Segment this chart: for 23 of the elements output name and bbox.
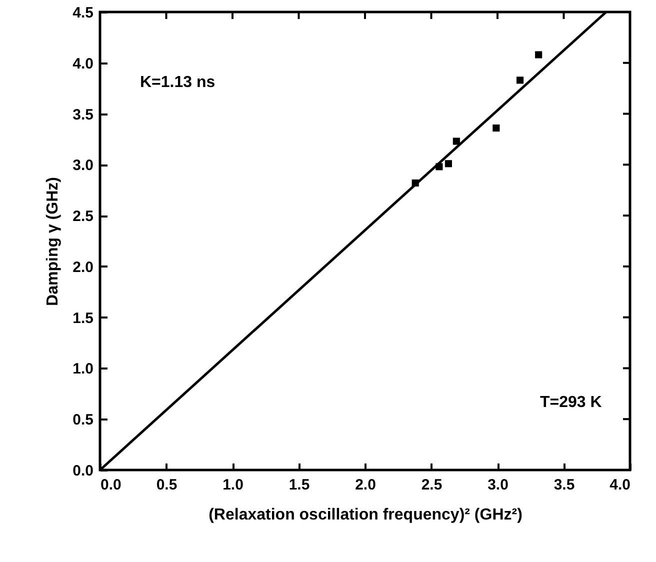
annotation: T=293 K — [540, 394, 602, 411]
x-tick-label: 2.0 — [355, 476, 376, 494]
y-tick-label: 0.0 — [72, 462, 94, 480]
x-tick-label: 0.5 — [156, 476, 178, 494]
y-tick-label: 0.5 — [72, 412, 94, 429]
x-axis-title: (Relaxation oscillation frequency)² (GHz²) — [208, 506, 522, 524]
x-tick-label: 0.0 — [100, 476, 122, 494]
x-tick-label: 1.5 — [288, 476, 310, 494]
y-tick-label: 3.5 — [72, 106, 94, 124]
x-tick-label: 3.0 — [488, 476, 508, 494]
x-tick-label: 3.5 — [554, 476, 575, 494]
x-tick-label: 1.0 — [222, 476, 244, 494]
y-tick-label: 2.0 — [72, 258, 94, 276]
y-tick-label: 1.0 — [72, 360, 94, 378]
x-tick-label: 4.0 — [610, 476, 630, 494]
x-tick-label: 2.5 — [421, 476, 442, 494]
y-tick-label: 1.5 — [72, 310, 94, 327]
annotation: K=1.13 ns — [140, 74, 216, 91]
y-tick-label: 3.0 — [72, 157, 94, 174]
y-axis-title: Damping γ (GHz) — [44, 177, 62, 306]
y-tick-label: 2.5 — [72, 208, 94, 226]
y-tick-label: 4.5 — [72, 4, 94, 22]
y-tick-label: 4.0 — [72, 55, 94, 72]
